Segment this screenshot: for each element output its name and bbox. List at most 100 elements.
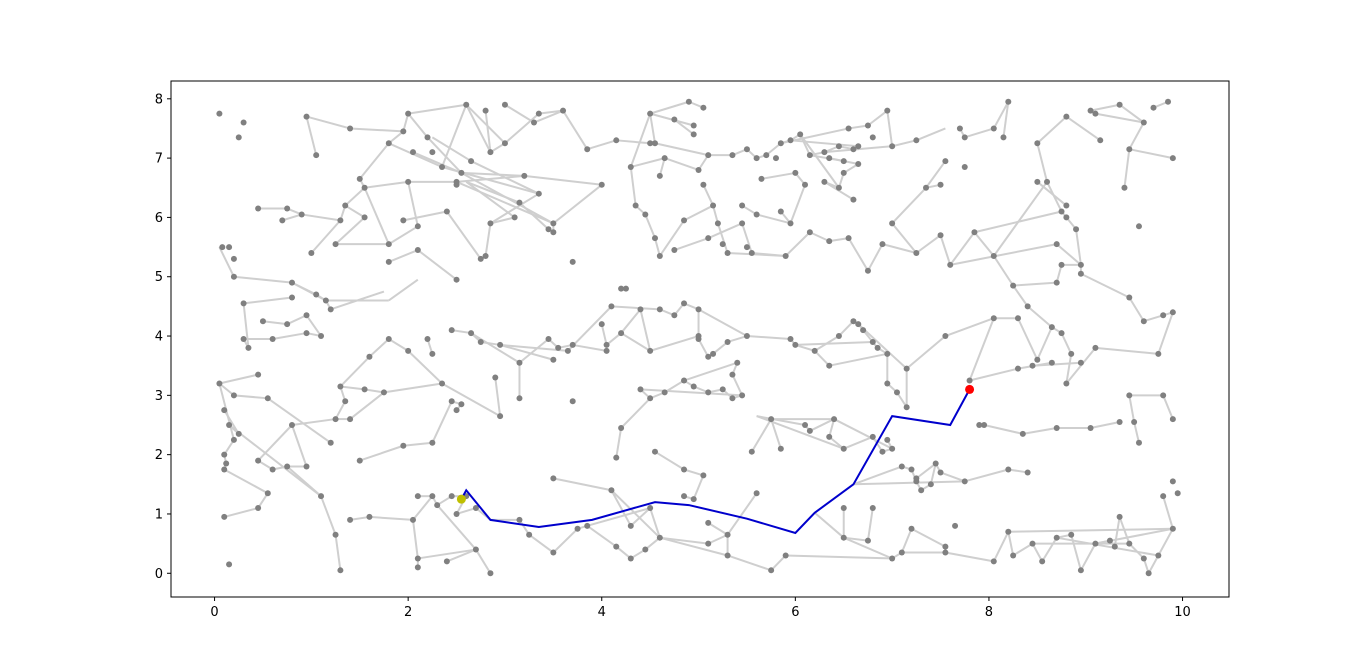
graph-edge [446,210,482,260]
graph-node [651,235,658,242]
graph-node [1097,137,1104,144]
graph-node [743,333,750,340]
graph-node [821,149,828,156]
graph-node [245,344,252,351]
graph-node [468,330,475,337]
graph-node [284,321,291,328]
graph-node [1160,392,1167,399]
graph-node [216,380,223,387]
graph-node [584,522,591,529]
graph-node [753,155,760,162]
graph-node [230,436,237,443]
graph-edge [969,367,1019,382]
graph-edge [707,222,743,240]
nodes-layer [216,98,1181,577]
graph-node [545,226,552,233]
graph-edge [456,507,477,515]
graph-edge [911,527,946,548]
graph-edge [828,418,836,438]
graph-node [627,555,634,562]
graph-edge [1080,543,1097,571]
graph-edge [465,104,492,153]
graph-edge [1017,317,1039,361]
graph-node [1048,359,1055,366]
graph-node [303,312,310,319]
graph-node [342,398,349,405]
graph-edge [716,223,729,254]
graph-node [850,146,857,153]
graph-node [990,252,997,259]
graph-node [318,333,325,340]
graph-node [802,181,809,188]
graph-edge [417,249,458,281]
graph-edge [809,231,830,243]
x-tick-label: 10 [1174,605,1191,620]
graph-node [482,252,489,259]
graph-node [840,169,847,176]
graph-edge [431,400,453,444]
graph-node [705,235,712,242]
graph-node [468,158,475,165]
graph-node [753,211,760,218]
graph-node [1073,226,1080,233]
graph-node [303,463,310,470]
graph-node [724,531,731,538]
graph-edge [867,109,888,127]
graph-edge [344,187,366,207]
graph-node [840,534,847,541]
graph-edge [524,174,602,186]
graph-edge [388,338,409,352]
graph-edge [620,397,651,429]
graph-node [777,140,784,147]
graph-edge [262,320,288,326]
graph-edge [600,323,608,346]
graph-node [424,336,431,342]
graph-node [409,516,416,523]
graph-node [550,220,557,227]
graph-node [889,555,896,562]
y-tick-label: 2 [155,448,163,463]
graph-edge [408,103,467,115]
graph-edge [218,246,235,278]
graph-edge [242,303,250,349]
graph-node [327,439,334,446]
graph-edge [1133,421,1140,444]
graph-node [942,549,949,556]
graph-node [656,306,663,313]
graph-node [230,273,237,280]
graph-node [884,380,891,387]
graph-node [1087,107,1094,114]
graph-node [347,516,354,523]
graph-node [380,389,387,396]
graph-node [613,454,620,461]
graph-node [458,401,465,408]
graph-node [937,181,944,188]
graph-node [1010,552,1017,559]
graph-node [743,146,750,153]
graph-edge [267,397,332,444]
graph-edge [572,343,607,352]
graph-edge [358,142,390,180]
graph-node [772,155,779,162]
graph-node [472,546,479,553]
graph-edge [829,237,849,243]
graph-edge [359,444,404,462]
graph-edge [712,205,719,224]
graph-node [608,487,615,494]
graph-edge [552,528,579,554]
graph-edge [659,536,709,545]
graph-node [695,336,702,342]
graph-node [1106,537,1113,544]
graph-edge [891,222,918,254]
graph-edge [848,124,869,130]
graph-edge [1007,531,1015,556]
graph-node [414,555,421,562]
graph-node [695,306,702,313]
graph-node [448,398,455,405]
graph-edge [504,112,540,145]
graph-node [855,321,862,328]
graph-node [632,202,639,209]
graph-node [656,172,663,179]
graph-node [961,478,968,485]
graph-edge [843,536,869,542]
